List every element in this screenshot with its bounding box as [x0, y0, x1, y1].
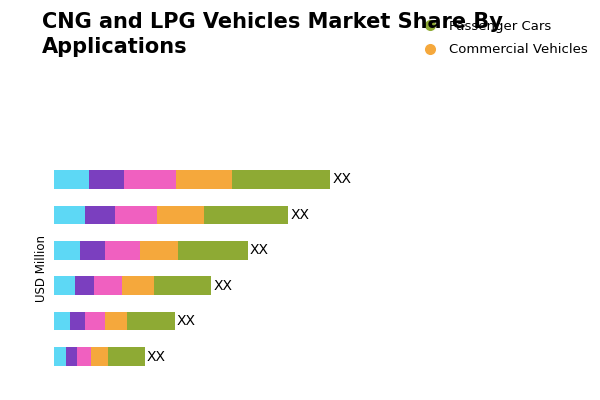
Bar [154, 276, 211, 295]
Bar [127, 312, 175, 330]
Bar [104, 241, 140, 260]
Bar [54, 241, 80, 260]
Bar [85, 312, 104, 330]
Bar [104, 312, 127, 330]
Bar [124, 170, 176, 189]
Bar [54, 347, 66, 366]
Bar [232, 170, 330, 189]
Bar [94, 276, 122, 295]
Bar [80, 241, 104, 260]
Text: XX: XX [250, 243, 269, 257]
Bar [89, 170, 124, 189]
Text: CNG and LPG Vehicles Market Share By
Applications: CNG and LPG Vehicles Market Share By App… [42, 12, 503, 57]
Bar [77, 347, 91, 366]
Bar [115, 206, 157, 224]
Bar [176, 170, 232, 189]
Bar [54, 206, 85, 224]
Legend: Passenger Cars, Commercial Vehicles: Passenger Cars, Commercial Vehicles [411, 14, 593, 62]
Bar [108, 347, 145, 366]
Text: XX: XX [332, 172, 351, 186]
Bar [157, 206, 204, 224]
Bar [54, 312, 70, 330]
Text: XX: XX [290, 208, 309, 222]
Y-axis label: USD Million: USD Million [35, 234, 49, 302]
Bar [178, 241, 248, 260]
Text: XX: XX [147, 350, 166, 364]
Bar [66, 347, 77, 366]
Bar [204, 206, 288, 224]
Text: XX: XX [176, 314, 196, 328]
Bar [122, 276, 154, 295]
Text: XX: XX [214, 279, 232, 293]
Bar [54, 170, 89, 189]
Bar [85, 206, 115, 224]
Bar [54, 276, 75, 295]
Bar [91, 347, 108, 366]
Bar [75, 276, 94, 295]
Bar [140, 241, 178, 260]
Bar [70, 312, 85, 330]
